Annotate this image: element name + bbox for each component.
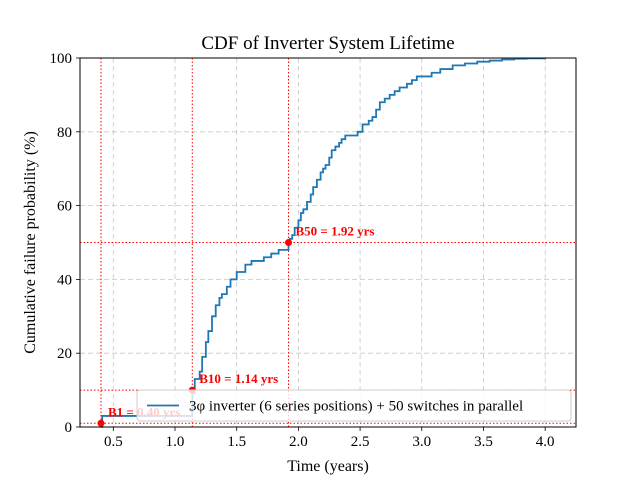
- y-axis-label: Cumulative failure probability (%): [22, 131, 39, 354]
- y-tick-label: 100: [50, 51, 73, 67]
- legend: 3φ inverter (6 series positions) + 50 sw…: [136, 389, 572, 422]
- y-tick-label: 40: [57, 272, 72, 288]
- quantile-annotation: B10 = 1.14 yrs: [199, 371, 278, 386]
- x-tick-label: 2.0: [289, 434, 308, 450]
- x-tick-label: 4.0: [536, 434, 555, 450]
- x-tick-label: 1.5: [227, 434, 246, 450]
- quantile-point: [97, 419, 105, 427]
- series-lines: [100, 57, 547, 428]
- x-tick-label: 3.0: [412, 434, 431, 450]
- y-tick-label: 20: [57, 346, 72, 362]
- y-tick-label: 80: [57, 125, 72, 141]
- x-tick-label: 1.0: [166, 434, 185, 450]
- plot-frame: [79, 57, 577, 428]
- legend-label: 3φ inverter (6 series positions) + 50 sw…: [189, 399, 523, 415]
- y-tick-label: 60: [57, 199, 72, 215]
- y-tick-label: 0: [65, 420, 73, 436]
- chart-title: CDF of Inverter System Lifetime: [201, 33, 454, 54]
- legend-box: [136, 389, 572, 422]
- x-tick-label: 2.5: [351, 434, 370, 450]
- quantile-point: [285, 239, 293, 246]
- axis-ticks: 0.5 1.0 1.5 2.0 2.5 3.0 3.5 4.0 0 20 40 60 80 100: [50, 51, 555, 450]
- x-tick-label: 0.5: [104, 434, 123, 450]
- cdf-series-line: [100, 57, 547, 428]
- quantile-annotation: B50 = 1.92 yrs: [296, 224, 375, 239]
- x-axis-label: Time (years): [287, 458, 369, 475]
- x-tick-label: 3.5: [474, 434, 493, 450]
